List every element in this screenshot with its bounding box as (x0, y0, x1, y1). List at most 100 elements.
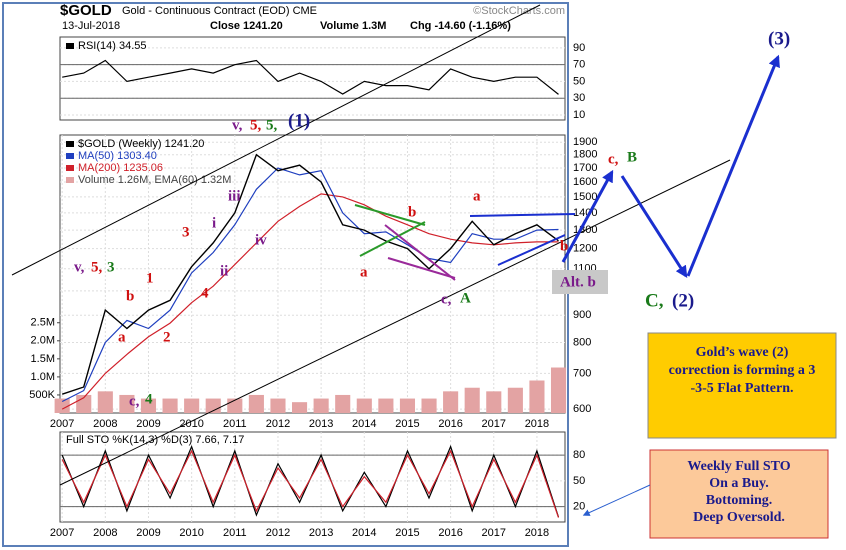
wave-label: (1) (288, 110, 310, 131)
x-tick-label: 2008 (93, 418, 117, 430)
y-tick-label: 1200 (573, 243, 597, 255)
channel-line (59, 159, 731, 486)
volume-bar (162, 398, 178, 413)
trend-line (354, 204, 426, 226)
volume-bar (313, 398, 329, 413)
wave-label: A (460, 290, 471, 306)
y-tick-label: 1900 (573, 136, 597, 148)
y-tick-label: 90 (573, 42, 585, 54)
y2-tick-label: 1.5M (31, 353, 55, 365)
volume-bar (291, 402, 308, 413)
x-tick-label: 2008 (93, 527, 117, 539)
stat: Close 1241.20 (210, 20, 283, 32)
volume-bar (97, 391, 113, 413)
series-line (62, 59, 559, 95)
y2-tick-label: 1.0M (31, 371, 55, 383)
y-tick-label: 900 (573, 309, 591, 321)
y2-tick-label: 2.5M (31, 317, 55, 329)
volume-bar (486, 391, 502, 413)
x-tick-label: 2011 (223, 418, 247, 430)
wave-label: c, (129, 393, 140, 409)
note-arrow (582, 484, 651, 516)
volume-bar (550, 367, 567, 413)
wave-arrow (561, 169, 614, 263)
y-tick-label: 700 (573, 367, 591, 379)
wave-label: i (212, 215, 216, 231)
wave-label: 4 (145, 391, 153, 407)
wave-label: iv (255, 232, 267, 248)
wave-label: b (408, 204, 416, 220)
note-text: Weekly Full STO (687, 459, 790, 474)
x-tick-label: 2017 (482, 418, 506, 430)
x-tick-label: 2016 (438, 418, 462, 430)
volume-bar (335, 394, 351, 413)
note-text: Bottoming. (706, 493, 773, 508)
wave-label: v, (74, 259, 85, 275)
x-tick-label: 2014 (352, 527, 376, 539)
x-tick-label: 2017 (482, 527, 506, 539)
y-tick-label: 10 (573, 109, 585, 121)
y-tick-label: 20 (573, 500, 585, 512)
note-text: Gold’s wave (2) (696, 345, 789, 360)
y-tick-label: 1600 (573, 176, 597, 188)
x-tick-label: 2012 (266, 418, 290, 430)
note-text: correction is forming a 3 (669, 363, 816, 378)
wave-label: ii (220, 263, 228, 279)
x-tick-label: 2009 (136, 527, 160, 539)
x-tick-label: 2012 (266, 527, 290, 539)
x-tick-label: 2018 (525, 418, 549, 430)
x-tick-label: 2007 (50, 418, 74, 430)
volume-bar (421, 398, 437, 413)
x-tick-label: 2010 (179, 418, 203, 430)
wave-arrow (620, 175, 688, 279)
wave-label: 1 (146, 270, 154, 286)
wave-label: 2 (163, 329, 171, 345)
volume-bar (507, 387, 523, 413)
wave-label: b (560, 238, 568, 254)
y-tick-label: 70 (573, 59, 585, 71)
trend-line (469, 213, 576, 217)
wave-label: a (360, 264, 368, 280)
x-tick-label: 2013 (309, 527, 333, 539)
wave-label: a (118, 329, 126, 345)
volume-bar (270, 398, 286, 413)
wave-label: 4 (201, 285, 209, 301)
volume-bar (119, 394, 135, 413)
volume-bar (529, 380, 545, 413)
trend-line (497, 234, 566, 266)
volume-bar (140, 398, 157, 413)
volume-bar (356, 398, 372, 413)
legend-entry: $GOLD (Weekly) 1241.20 (78, 138, 204, 150)
x-tick-label: 2009 (136, 418, 160, 430)
wave-label: 3 (107, 259, 115, 275)
date: 13-Jul-2018 (62, 20, 120, 32)
volume-bar (378, 398, 394, 413)
stat: Volume 1.3M (320, 20, 386, 32)
source: ©StockCharts.com (473, 5, 565, 17)
wave-label: v, (232, 117, 243, 133)
x-tick-label: 2013 (309, 418, 333, 430)
wave-label: 5, (91, 259, 103, 275)
x-tick-label: 2014 (352, 418, 376, 430)
wave-label: a (473, 188, 481, 204)
volume-bar (464, 387, 480, 413)
wave-label: Alt. b (560, 274, 596, 290)
x-tick-label: 2010 (179, 527, 203, 539)
legend-swatch (66, 177, 74, 183)
y-tick-label: 1500 (573, 191, 597, 203)
y-tick-label: 30 (573, 92, 585, 104)
wave-label: (3) (768, 28, 790, 49)
trend-line (384, 224, 456, 281)
panel (59, 134, 566, 414)
y-tick-label: 50 (573, 75, 585, 87)
y2-tick-label: 500K (29, 389, 55, 401)
volume-bar (443, 391, 459, 413)
y-tick-label: 1400 (573, 207, 597, 219)
panel-label: Full STO %K(14,3) %D(3) 7.66, 7.17 (66, 434, 244, 446)
x-tick-label: 2015 (395, 527, 419, 539)
volume-bar (54, 398, 70, 413)
wave-label: b (126, 288, 134, 304)
volume-bar (184, 398, 200, 413)
note-text: -3-5 Flat Pattern. (690, 381, 793, 396)
